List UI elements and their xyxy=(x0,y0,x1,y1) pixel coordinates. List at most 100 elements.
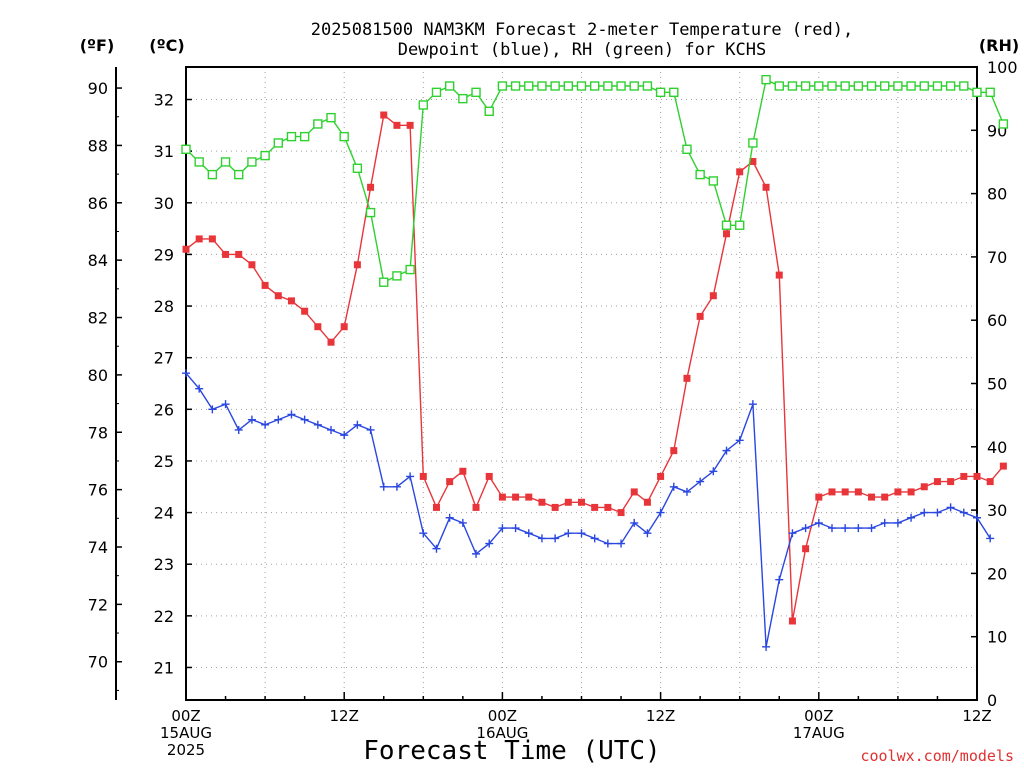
rh-tick-label: 30 xyxy=(987,501,1007,520)
rh-point xyxy=(695,169,705,180)
fahrenheit-tick-label: 88 xyxy=(88,136,108,155)
rh-point xyxy=(814,81,824,91)
rh-point xyxy=(840,81,850,91)
temperature-line xyxy=(185,113,1004,622)
rh-point xyxy=(748,138,758,148)
fahrenheit-tick-label: 82 xyxy=(88,309,108,328)
dewpoint-point xyxy=(827,524,836,533)
dewpoint-point xyxy=(748,400,757,409)
x-tick-label: 17AUG xyxy=(793,724,845,742)
dewpoint-point xyxy=(261,420,270,429)
celsius-tick-label: 26 xyxy=(154,400,174,419)
rh-point xyxy=(431,87,442,98)
rh-point xyxy=(247,157,257,167)
temperature-point xyxy=(617,509,625,517)
dewpoint-point xyxy=(195,384,204,393)
rh-point xyxy=(458,93,468,104)
dewpoint-point xyxy=(182,369,190,378)
rh-point xyxy=(827,81,837,91)
temperature-point xyxy=(525,493,533,501)
rh-tick-label: 40 xyxy=(987,438,1007,457)
dewpoint-point xyxy=(485,539,494,548)
rh-point xyxy=(339,131,349,142)
x-tick-label: 12Z xyxy=(330,707,359,725)
dewpoint-point xyxy=(419,529,428,538)
temperature-point xyxy=(498,493,506,501)
rh-tick-label: 50 xyxy=(987,375,1007,394)
rh-point xyxy=(655,87,666,98)
rh-point xyxy=(537,81,547,91)
dewpoint-point xyxy=(234,425,243,434)
dewpoint-point xyxy=(458,518,467,527)
rh-point xyxy=(405,264,415,275)
rh-point xyxy=(893,81,903,91)
dewpoint-point xyxy=(801,524,810,533)
celsius-tick-label: 29 xyxy=(154,245,174,264)
dewpoint-point xyxy=(603,539,612,548)
dewpoint-point xyxy=(762,642,771,651)
rh-point xyxy=(616,81,626,91)
temperature-point xyxy=(841,488,849,496)
x-tick-label: 00Z xyxy=(804,707,833,725)
rh-point xyxy=(682,144,692,154)
temperature-point xyxy=(578,498,585,506)
dewpoint-point xyxy=(379,482,388,491)
temperature-point xyxy=(248,261,256,269)
rh-point xyxy=(576,81,587,91)
credit-text: coolwx.com/models xyxy=(860,747,1014,765)
dewpoint-point xyxy=(775,575,784,584)
rh-tick-label: 70 xyxy=(987,248,1007,267)
dewpoint-point xyxy=(814,518,823,527)
rh-point xyxy=(365,207,376,218)
temperature-point xyxy=(419,472,427,480)
dewpoint-point xyxy=(682,487,691,496)
rh-point xyxy=(972,87,982,98)
rh-tick-label: 60 xyxy=(987,311,1007,330)
temperature-point xyxy=(551,503,559,511)
temperature-point xyxy=(947,478,955,486)
fahrenheit-tick-label: 86 xyxy=(88,194,108,213)
rh-point xyxy=(194,157,204,167)
dewpoint-point xyxy=(788,529,797,538)
temperature-point xyxy=(182,245,190,253)
rh-point xyxy=(392,271,402,281)
temperature-point xyxy=(327,338,335,346)
rh-point xyxy=(774,81,784,91)
rh-point xyxy=(853,81,864,91)
temperature-point xyxy=(670,447,678,455)
rh-point xyxy=(906,81,916,91)
dewpoint-point xyxy=(986,534,995,543)
rh-point xyxy=(484,106,494,117)
rh-point xyxy=(787,81,798,91)
temperature-point xyxy=(195,235,203,243)
dewpoint-point xyxy=(630,518,639,527)
temperature-point xyxy=(367,183,375,191)
temperature-point xyxy=(380,111,388,119)
dewpoint-point xyxy=(287,410,296,419)
celsius-unit-label: (ºC) xyxy=(149,36,184,55)
temperature-point xyxy=(459,467,467,475)
rh-point xyxy=(919,81,929,91)
temperature-point xyxy=(723,230,731,238)
rh-point xyxy=(220,157,231,167)
dewpoint-point xyxy=(880,518,889,527)
temperature-point xyxy=(643,498,651,506)
rh-point xyxy=(932,81,943,91)
rh-point xyxy=(497,81,508,91)
dewpoint-point xyxy=(709,467,718,476)
dewpoint-point xyxy=(933,508,942,517)
temperature-point xyxy=(287,297,295,305)
temperature-point xyxy=(749,157,757,165)
temperature-point xyxy=(630,488,638,496)
fahrenheit-tick-label: 76 xyxy=(88,481,108,500)
rh-point xyxy=(471,87,481,98)
dewpoint-point xyxy=(893,518,902,527)
dewpoint-point xyxy=(511,524,520,533)
rh-point xyxy=(721,220,732,230)
chart-title-line-1: 2025081500 NAM3KM Forecast 2-meter Tempe… xyxy=(311,20,853,40)
dewpoint-point xyxy=(524,529,533,538)
grid-layer xyxy=(186,67,977,700)
temperature-point xyxy=(314,323,322,331)
rh-tick-label: 100 xyxy=(987,58,1018,77)
